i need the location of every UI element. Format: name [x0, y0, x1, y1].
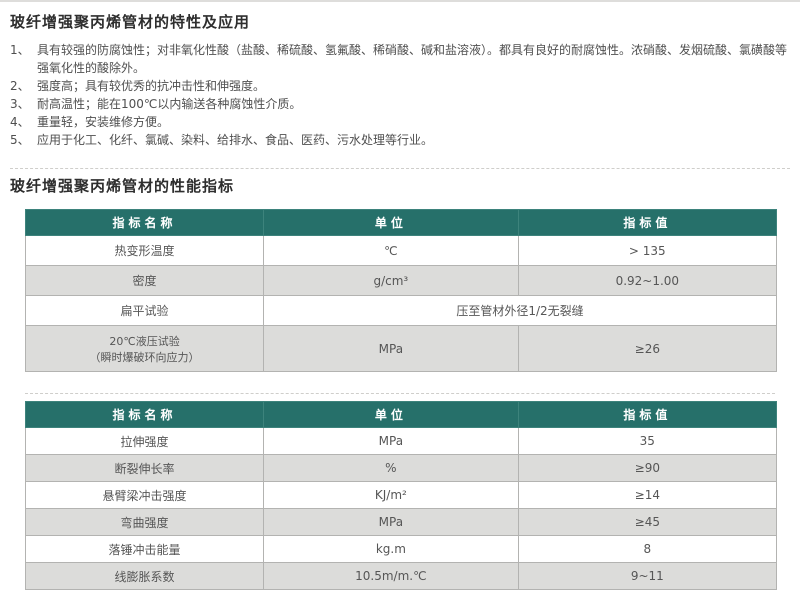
spec-table-1: 指标名称 单位 指标值 热变形温度 ℃ > 135 密度 g/cm³ 0.92~…: [24, 209, 778, 372]
cell-unit: g/cm³: [263, 265, 519, 296]
list-item-text: 重量轻，安装维修方便。: [37, 115, 170, 129]
list-item-text: 具有较强的防腐蚀性；对非氧化性酸（盐酸、稀硫酸、氢氟酸、稀硝酸、碱和盐溶液）。都…: [37, 43, 788, 75]
list-item: 2、 强度高；具有较优秀的抗冲击性和伸强度。: [10, 77, 790, 95]
table-row: 悬臂梁冲击强度 KJ/m² ≥14: [24, 481, 778, 509]
cell-name: 线膨胀系数: [24, 562, 265, 590]
cell-name: 断裂伸长率: [24, 454, 265, 482]
cell-unit: MPa: [263, 325, 519, 372]
cell-merged-value: 压至管材外径1/2无裂缝: [263, 295, 777, 326]
list-item-text: 强度高；具有较优秀的抗冲击性和伸强度。: [37, 79, 266, 93]
cell-value: 9~11: [517, 562, 778, 590]
cell-name-line1: 20℃液压试验: [109, 334, 180, 348]
feature-list: 1、 具有较强的防腐蚀性；对非氧化性酸（盐酸、稀硫酸、氢氟酸、稀硝酸、碱和盐溶液…: [10, 41, 790, 149]
list-item-text: 应用于化工、化纤、氯碱、染料、给排水、食品、医药、污水处理等行业。: [37, 133, 434, 147]
cell-value: ≥14: [517, 481, 778, 509]
list-item: 5、 应用于化工、化纤、氯碱、染料、给排水、食品、医药、污水处理等行业。: [10, 131, 790, 149]
list-item-number: 5、: [10, 133, 30, 147]
cell-name: 落锤冲击能量: [24, 535, 265, 563]
cell-unit: MPa: [263, 427, 519, 455]
cell-name: 弯曲强度: [24, 508, 265, 536]
table-row: 线膨胀系数 10.5m/m.℃ 9~11: [24, 562, 778, 590]
dashed-divider: [10, 168, 790, 169]
list-item-number: 1、: [10, 43, 30, 57]
cell-unit: MPa: [263, 508, 519, 536]
cell-name: 20℃液压试验 （瞬时爆破环向应力）: [24, 325, 265, 372]
table-header-row: 指标名称 单位 指标值: [24, 209, 778, 236]
cell-unit: ℃: [263, 235, 519, 266]
cell-unit: kg.m: [263, 535, 519, 563]
page-top-border: [0, 0, 800, 2]
table-row: 扁平试验 压至管材外径1/2无裂缝: [24, 295, 777, 326]
header-cell-value: 指标值: [517, 209, 778, 236]
cell-value: 0.92~1.00: [517, 265, 778, 296]
list-item-number: 2、: [10, 79, 30, 93]
list-item: 3、 耐高温性；能在100℃以内输送各种腐蚀性介质。: [10, 95, 790, 113]
table-row: 拉伸强度 MPa 35: [24, 427, 778, 455]
table-row: 20℃液压试验 （瞬时爆破环向应力） MPa ≥26: [24, 325, 778, 372]
cell-value: ≥45: [517, 508, 778, 536]
section-title: 玻纤增强聚丙烯管材的性能指标: [10, 177, 235, 195]
table-row: 密度 g/cm³ 0.92~1.00: [24, 265, 778, 296]
header-cell-unit: 单位: [263, 401, 519, 428]
cell-value: ≥90: [517, 454, 778, 482]
list-item: 1、 具有较强的防腐蚀性；对非氧化性酸（盐酸、稀硫酸、氢氟酸、稀硝酸、碱和盐溶液…: [10, 41, 790, 77]
list-item-number: 3、: [10, 97, 30, 111]
cell-name: 悬臂梁冲击强度: [24, 481, 265, 509]
cell-value: 35: [517, 427, 778, 455]
cell-name: 密度: [24, 265, 265, 296]
page-title: 玻纤增强聚丙烯管材的特性及应用: [10, 13, 251, 31]
table-row: 弯曲强度 MPa ≥45: [24, 508, 778, 536]
table-header-row: 指标名称 单位 指标值: [24, 401, 778, 428]
cell-name: 热变形温度: [24, 235, 265, 266]
cell-name-line2: （瞬时爆破环向应力）: [89, 350, 200, 364]
spec-table-2: 指标名称 单位 指标值 拉伸强度 MPa 35 断裂伸长率 % ≥90 悬臂梁冲…: [24, 401, 778, 590]
cell-value: > 135: [517, 235, 778, 266]
cell-name: 扁平试验: [24, 295, 265, 326]
list-item: 4、 重量轻，安装维修方便。: [10, 113, 790, 131]
dashed-divider: [25, 393, 775, 394]
cell-unit: 10.5m/m.℃: [263, 562, 519, 590]
cell-name: 拉伸强度: [24, 427, 265, 455]
table-row: 断裂伸长率 % ≥90: [24, 454, 778, 482]
header-cell-name: 指标名称: [24, 209, 265, 236]
cell-unit: %: [263, 454, 519, 482]
cell-unit: KJ/m²: [263, 481, 519, 509]
list-item-text: 耐高温性；能在100℃以内输送各种腐蚀性介质。: [37, 97, 302, 111]
header-cell-value: 指标值: [517, 401, 778, 428]
table-row: 落锤冲击能量 kg.m 8: [24, 535, 778, 563]
list-item-number: 4、: [10, 115, 30, 129]
table-row: 热变形温度 ℃ > 135: [24, 235, 778, 266]
cell-value: 8: [517, 535, 778, 563]
header-cell-name: 指标名称: [24, 401, 265, 428]
header-cell-unit: 单位: [263, 209, 519, 236]
cell-value: ≥26: [517, 325, 778, 372]
